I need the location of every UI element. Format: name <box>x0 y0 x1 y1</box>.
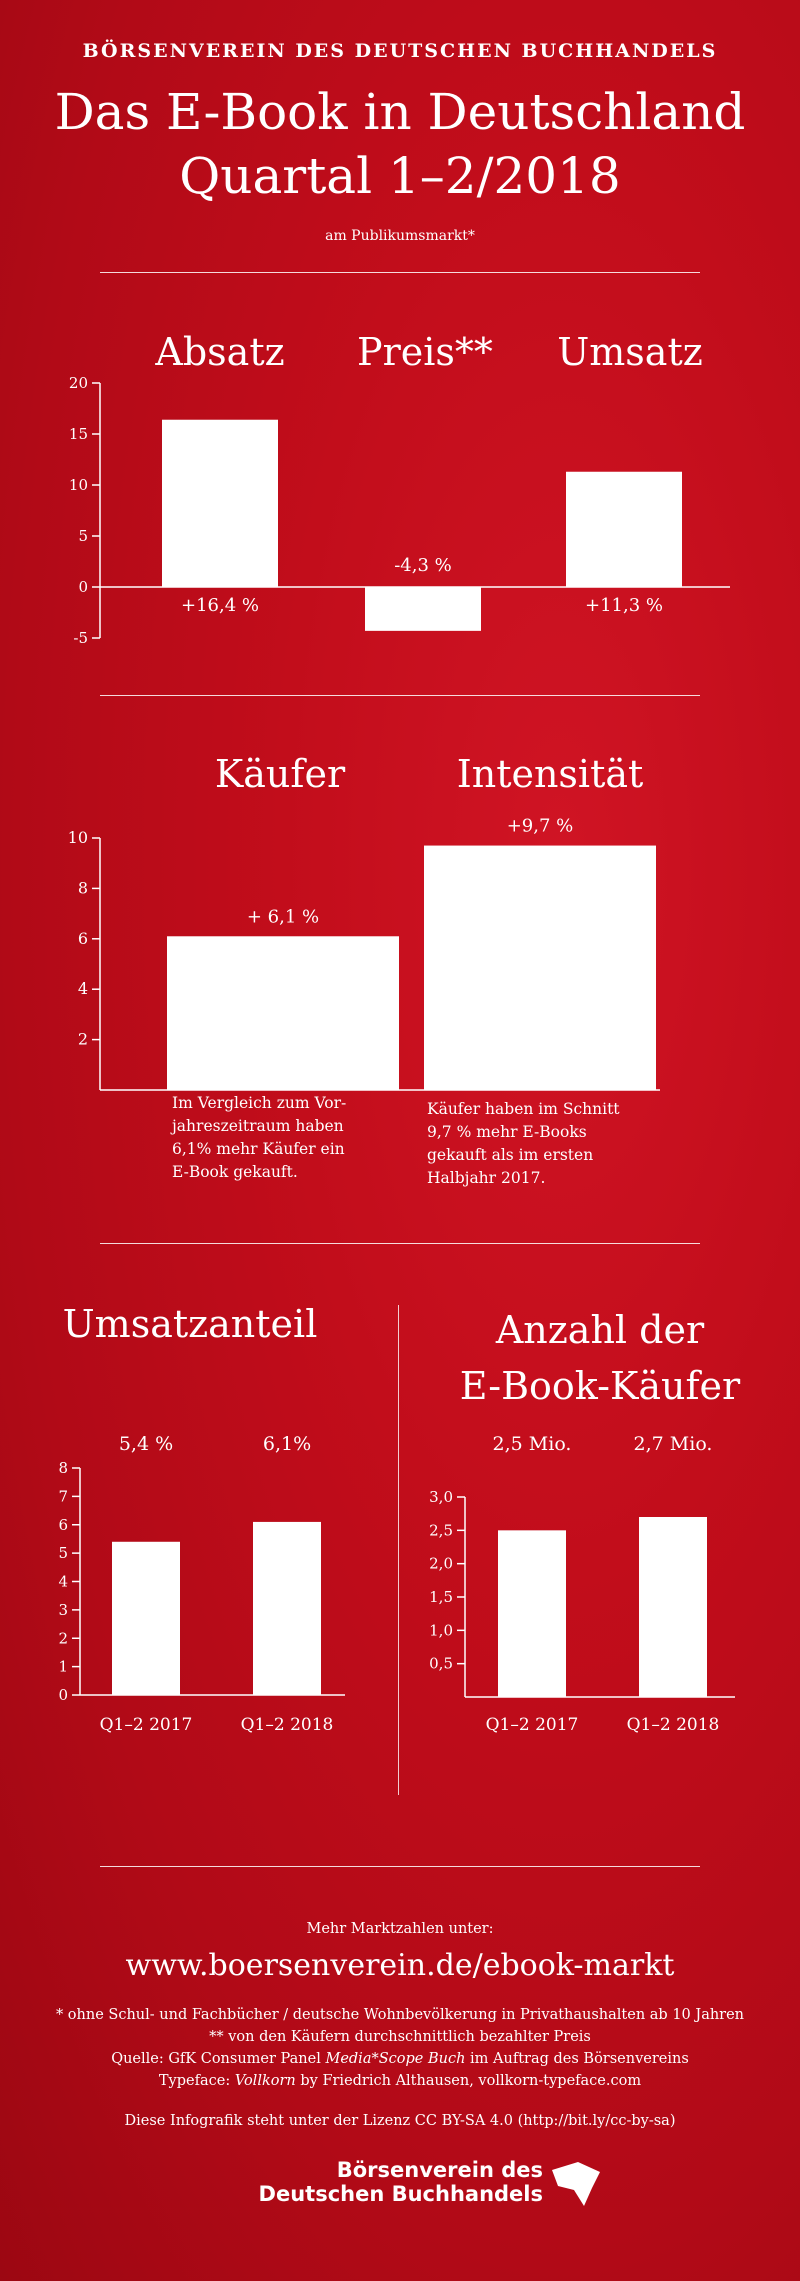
chart-anzahl-kaeufer: 3,0 2,5 2,0 1,5 1,0 0,5 2,5 Mio. 2,7 Mio. Q1–2 2… <box>429 1433 735 1735</box>
heading-anzahl-line2: E-Book-Käufer <box>459 1364 741 1408</box>
footnotes: * ohne Schul- und Fachbücher / deutsche … <box>0 2004 800 2092</box>
typeface-line: Typeface: Vollkorn by Friedrich Althause… <box>0 2070 800 2092</box>
logo-line-2: Deutschen Buchhandels <box>258 2182 543 2206</box>
chart-umsatzanteil: 8 7 6 5 4 3 2 1 0 5,4 % 6,1% Q1–2 2017 Q1–2 2018 <box>58 1433 345 1735</box>
page-title: Das E-Book in Deutschland Quartal 1–2/20… <box>0 80 800 208</box>
source-suffix: im Auftrag des Börsenvereins <box>465 2051 689 2067</box>
bar <box>112 1541 180 1695</box>
data-label: 2,7 Mio. <box>634 1433 713 1455</box>
y-tick-label: 0 <box>78 578 88 596</box>
bar <box>498 1530 566 1697</box>
category-label: Q1–2 2018 <box>627 1715 720 1735</box>
heading-intensitaet: Intensität <box>456 752 644 796</box>
note-intensitaet-line: gekauft als im ersten <box>427 1146 594 1164</box>
y-tick-label: 20 <box>69 374 88 392</box>
bar <box>566 471 682 587</box>
subtitle: am Publikumsmarkt* <box>325 228 475 244</box>
y-tick-label: 4 <box>78 979 88 998</box>
y-tick-label: 3,0 <box>429 1488 453 1506</box>
more-data-label: Mehr Marktzahlen unter: <box>306 1921 494 1937</box>
y-tick-label: 8 <box>58 1459 68 1477</box>
y-tick-label: 1,5 <box>429 1588 453 1606</box>
logo-mark-icon <box>552 2162 600 2206</box>
footnote-1: * ohne Schul- und Fachbücher / deutsche … <box>55 2007 745 2023</box>
heading-anzahl-line1: Anzahl der <box>495 1308 705 1352</box>
category-label: Q1–2 2018 <box>241 1715 334 1735</box>
y-tick-label: -5 <box>73 629 88 647</box>
typeface-suffix: by Friedrich Althausen, vollkorn-typefac… <box>295 2073 642 2089</box>
logo-text: Börsenverein des Deutschen Buchhandels <box>243 2158 543 2206</box>
note-kaeufer-line: Im Vergleich zum Vor- <box>172 1094 347 1112</box>
note-intensitaet-line: 9,7 % mehr E-Books <box>427 1123 587 1141</box>
category-label: Q1–2 2017 <box>100 1715 193 1735</box>
data-label: +16,4 % <box>181 595 259 616</box>
source-prefix: Quelle: GfK Consumer Panel <box>111 2051 326 2067</box>
y-tick-label: 2 <box>58 1629 68 1647</box>
divider-4 <box>100 1866 700 1867</box>
data-label: -4,3 % <box>394 555 452 576</box>
heading-umsatzanteil: Umsatzanteil <box>62 1302 318 1346</box>
y-tick-label: 1 <box>58 1658 68 1676</box>
org-name: BÖRSENVEREIN DES DEUTSCHEN BUCHHANDELS <box>82 40 718 62</box>
data-label: + 6,1 % <box>247 906 319 927</box>
heading-absatz: Absatz <box>155 330 285 374</box>
license-text: Diese Infografik steht unter der Lizenz … <box>124 2113 676 2129</box>
note-kaeufer: Im Vergleich zum Vor- jahreszeitraum hab… <box>172 1092 412 1184</box>
bar <box>424 845 656 1090</box>
bar <box>365 587 481 631</box>
note-intensitaet: Käufer haben im Schnitt 9,7 % mehr E-Boo… <box>427 1098 687 1190</box>
y-tick-label: 0 <box>58 1686 68 1704</box>
y-tick-label: 10 <box>68 828 88 847</box>
note-kaeufer-line: E-Book gekauft. <box>172 1163 298 1181</box>
y-tick-label: 8 <box>78 878 88 897</box>
bar <box>639 1517 707 1697</box>
y-tick-label: 5 <box>78 527 88 545</box>
y-tick-label: 5 <box>58 1544 68 1562</box>
y-tick-label: 10 <box>69 476 88 494</box>
y-tick-label: 15 <box>69 425 88 443</box>
note-intensitaet-line: Käufer haben im Schnitt <box>427 1100 620 1118</box>
y-tick-label: 6 <box>58 1516 68 1534</box>
title-line-1: Das E-Book in Deutschland <box>54 83 746 141</box>
y-tick-label: 6 <box>78 929 88 948</box>
title-line-2: Quartal 1–2/2018 <box>179 147 621 205</box>
y-tick-label: 4 <box>58 1573 68 1591</box>
note-kaeufer-line: jahreszeitraum haben <box>172 1117 344 1135</box>
y-tick-label: 2,0 <box>429 1555 453 1573</box>
data-label: 6,1% <box>263 1433 311 1455</box>
y-tick-label: 3 <box>58 1601 68 1619</box>
chart-absatz-preis-umsatz: 20 15 10 5 0 -5 +16,4 % -4,3 % +11,3 % <box>69 374 730 647</box>
data-label: 2,5 Mio. <box>493 1433 572 1455</box>
y-tick-label: 2 <box>78 1030 88 1049</box>
divider-3 <box>100 1243 700 1244</box>
heading-kaeufer: Käufer <box>214 752 346 796</box>
typeface-italic: Vollkorn <box>234 2073 296 2089</box>
footnote-2: ** von den Käufern durchschnittlich beza… <box>209 2029 591 2045</box>
vertical-divider <box>398 1305 399 1795</box>
source-line: Quelle: GfK Consumer Panel Media*Scope B… <box>0 2048 800 2070</box>
bar <box>167 936 399 1090</box>
ebook-market-link[interactable]: www.boersenverein.de/ebook-markt <box>125 1948 675 1983</box>
note-kaeufer-line: 6,1% mehr Käufer ein <box>172 1140 345 1158</box>
heading-umsatz: Umsatz <box>557 330 703 374</box>
bar <box>162 419 278 587</box>
y-tick-label: 0,5 <box>429 1655 453 1673</box>
heading-preis: Preis** <box>357 330 493 374</box>
y-tick-label: 7 <box>58 1487 68 1505</box>
chart-kaeufer-intensitaet: 10 8 6 4 2 + 6,1 % +9,7 % <box>68 816 660 1091</box>
divider-2 <box>100 695 700 696</box>
divider-1 <box>100 272 700 273</box>
bar <box>253 1521 321 1695</box>
heading-anzahl-kaeufer: Anzahl der E-Book-Käufer <box>420 1302 780 1414</box>
category-label: Q1–2 2017 <box>486 1715 579 1735</box>
y-tick-label: 1,0 <box>429 1621 453 1639</box>
data-label: +11,3 % <box>585 595 663 616</box>
logo-line-1: Börsenverein des <box>336 2158 543 2182</box>
data-label: +9,7 % <box>507 816 574 837</box>
note-intensitaet-line: Halbjahr 2017. <box>427 1169 546 1187</box>
data-label: 5,4 % <box>119 1433 173 1455</box>
source-italic: Media*Scope Buch <box>325 2051 466 2067</box>
typeface-prefix: Typeface: <box>158 2073 235 2089</box>
y-tick-label: 2,5 <box>429 1521 453 1539</box>
